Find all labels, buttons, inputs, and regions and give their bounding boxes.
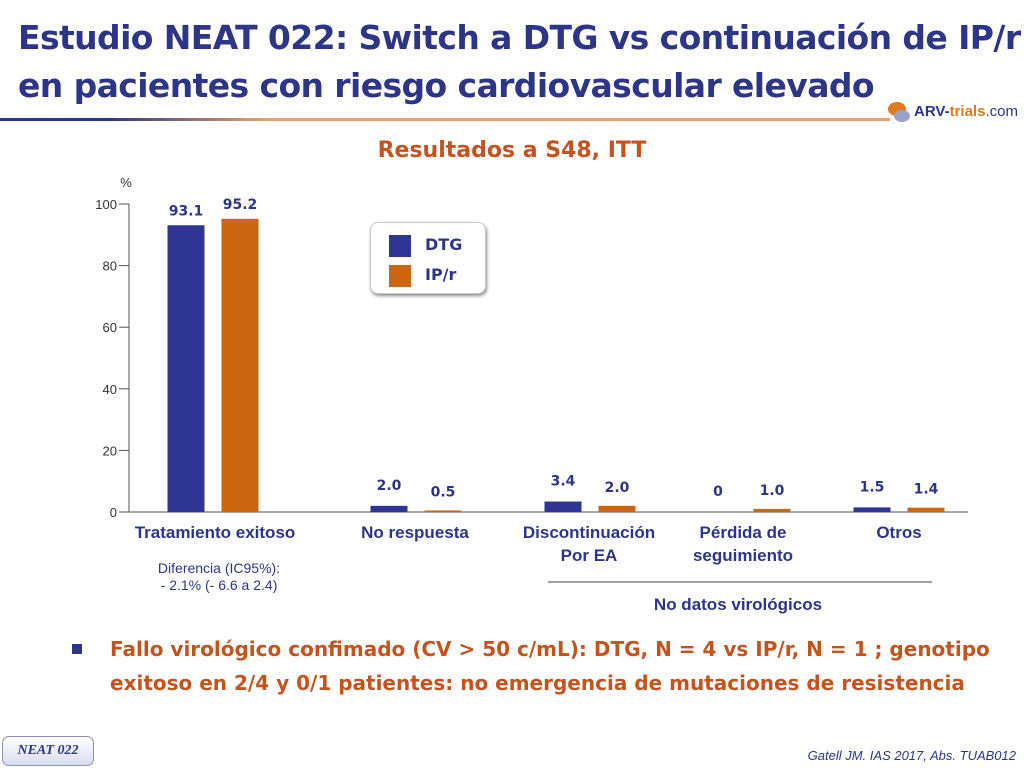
x-category-label: No respuesta — [361, 523, 469, 542]
logo-text-suffix: .com — [985, 103, 1018, 120]
y-tick-label: 20 — [103, 443, 117, 458]
logo-text-prefix: ARV- — [914, 103, 950, 120]
logo-text: ARV-trials.com — [914, 103, 1018, 120]
bar-ipr — [221, 218, 259, 512]
y-tick-label: 0 — [110, 505, 117, 520]
logo-pill-icon — [888, 102, 910, 122]
data-label-dtg: 2.0 — [377, 478, 402, 494]
difference-value: - 2.1% (- 6.6 a 2.4) — [160, 577, 278, 593]
x-category-label: seguimiento — [693, 546, 793, 565]
y-axis-unit: % — [120, 175, 132, 190]
legend-label-dtg: DTG — [425, 235, 463, 254]
group-label: No datos virológicos — [654, 595, 822, 614]
x-category-label: Otros — [876, 523, 921, 542]
slide-title-line1: Estudio NEAT 022: Switch a DTG vs contin… — [18, 18, 1021, 57]
bar-dtg — [167, 225, 205, 512]
slide-title-line2: en pacientes con riesgo cardiovascular e… — [18, 66, 875, 105]
legend-label-ipr: IP/r — [425, 265, 457, 284]
y-tick-label: 40 — [103, 382, 117, 397]
arv-trials-logo: ARV-trials.com — [886, 98, 1020, 128]
bar-dtg — [853, 507, 891, 512]
y-tick-label: 60 — [103, 320, 117, 335]
difference-note: Diferencia (IC95%): - 2.1% (- 6.6 a 2.4) — [124, 560, 314, 594]
data-label-dtg: 0 — [713, 484, 723, 500]
x-category-label: Tratamiento exitoso — [135, 523, 296, 542]
data-label-ipr: 1.4 — [914, 482, 939, 498]
y-tick-label: 80 — [103, 259, 117, 274]
bar-ipr — [424, 510, 462, 512]
bar-chart: % 0 20 40 60 80 100 93.1 95.2 Tratamiento exitoso… — [95, 175, 968, 614]
legend-swatch-ipr — [389, 265, 411, 287]
legend-swatch-dtg — [389, 235, 411, 257]
chart-subtitle: Resultados a S48, ITT — [377, 138, 647, 163]
slide-title: Estudio NEAT 022: Switch a DTG vs contin… — [18, 14, 1021, 110]
study-badge: NEAT 022 — [2, 736, 94, 766]
data-label-ipr: 0.5 — [431, 484, 456, 500]
y-tick-label: 100 — [95, 197, 117, 212]
x-category-label: Pérdida de — [700, 523, 787, 542]
data-label-ipr: 1.0 — [760, 483, 785, 499]
bar-ipr — [753, 508, 791, 512]
citation: Gatell JM. IAS 2017, Abs. TUAB012 — [807, 748, 1016, 763]
bar-dtg — [370, 505, 408, 512]
logo-text-mid: trials — [949, 103, 986, 120]
bar-ipr — [907, 507, 945, 512]
bar-ipr — [598, 505, 636, 512]
data-label-ipr: 95.2 — [223, 197, 258, 213]
difference-label: Diferencia (IC95%): — [157, 560, 281, 576]
bullet-square-icon — [72, 644, 82, 654]
bar-dtg — [544, 501, 582, 512]
data-label-dtg: 3.4 — [551, 474, 576, 490]
data-label-dtg: 93.1 — [169, 203, 204, 219]
x-category-label: Por EA — [561, 546, 618, 565]
data-label-ipr: 2.0 — [605, 480, 630, 496]
bullet-text: Fallo virológico confimado (CV > 50 c/mL… — [110, 637, 990, 695]
chart-legend: DTG IP/r — [370, 222, 486, 294]
data-label-dtg: 1.5 — [860, 479, 885, 495]
title-rule — [0, 118, 890, 121]
x-category-label: Discontinuación — [523, 523, 655, 542]
